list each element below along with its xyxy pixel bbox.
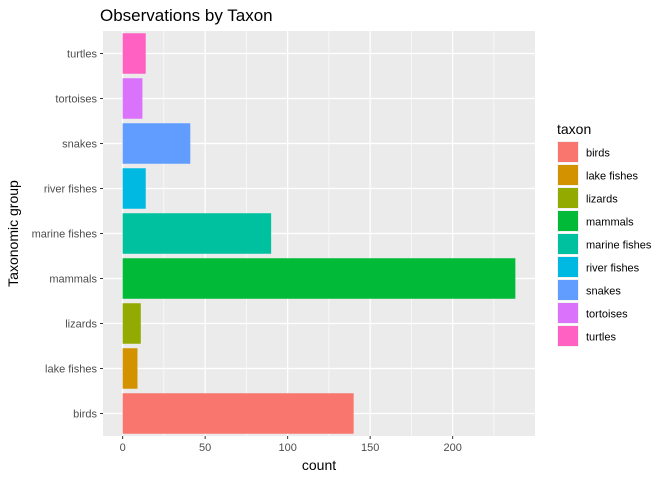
- legend-swatch: [558, 326, 578, 346]
- legend-swatch: [558, 257, 578, 277]
- legend-swatch: [558, 234, 578, 254]
- legend-label: marine fishes: [586, 240, 652, 252]
- legend-swatch: [558, 303, 578, 323]
- bar-tortoises: [122, 78, 143, 119]
- y-tick-label: marine fishes: [32, 229, 98, 241]
- y-tick-label: lizards: [65, 319, 97, 331]
- legend-label: birds: [586, 148, 610, 160]
- x-tick-label: 200: [443, 442, 461, 454]
- y-tick-label: snakes: [62, 139, 97, 151]
- legend-label: river fishes: [586, 263, 640, 275]
- x-tick-label: 150: [361, 442, 379, 454]
- bar-river-fishes: [122, 168, 146, 209]
- x-tick-label: 50: [199, 442, 211, 454]
- x-tick-label: 0: [120, 442, 126, 454]
- legend: taxon birds lake fishes lizards mammals mari…: [557, 121, 652, 347]
- legend-label: lizards: [586, 194, 618, 206]
- bar-snakes: [122, 123, 191, 164]
- y-tick-label: lake fishes: [45, 364, 97, 376]
- legend-label: tortoises: [586, 309, 628, 321]
- legend-title: taxon: [557, 121, 591, 137]
- x-axis-title: count: [302, 457, 336, 473]
- bar-marine-fishes: [122, 213, 272, 254]
- y-axis-title: Taxonomic group: [5, 180, 21, 287]
- bar-birds: [122, 393, 354, 434]
- legend-swatch: [558, 280, 578, 300]
- legend-label: turtles: [586, 332, 616, 344]
- bar-lake-fishes: [122, 348, 138, 389]
- legend-swatch: [558, 165, 578, 185]
- y-tick-label: river fishes: [44, 184, 98, 196]
- legend-swatch: [558, 188, 578, 208]
- bar-turtles: [122, 33, 146, 74]
- y-tick-labels: birds lake fishes lizards mammals marine fis…: [32, 49, 103, 421]
- x-tick-label: 100: [278, 442, 296, 454]
- bar-mammals: [122, 258, 516, 299]
- y-tick-label: turtles: [67, 49, 97, 61]
- legend-swatch: [558, 142, 578, 162]
- chart-title: Observations by Taxon: [100, 6, 273, 25]
- legend-label: lake fishes: [586, 171, 638, 183]
- legend-items: birds lake fishes lizards mammals marine fis…: [557, 141, 652, 347]
- legend-swatch: [558, 211, 578, 231]
- legend-label: mammals: [586, 217, 634, 229]
- y-tick-label: mammals: [49, 274, 97, 286]
- y-tick-label: birds: [73, 409, 97, 421]
- bar-lizards: [122, 303, 141, 344]
- y-tick-label: tortoises: [55, 94, 97, 106]
- bars: [122, 33, 516, 434]
- x-tick-labels: 0 50 100 150 200: [120, 436, 462, 454]
- legend-label: snakes: [586, 286, 621, 298]
